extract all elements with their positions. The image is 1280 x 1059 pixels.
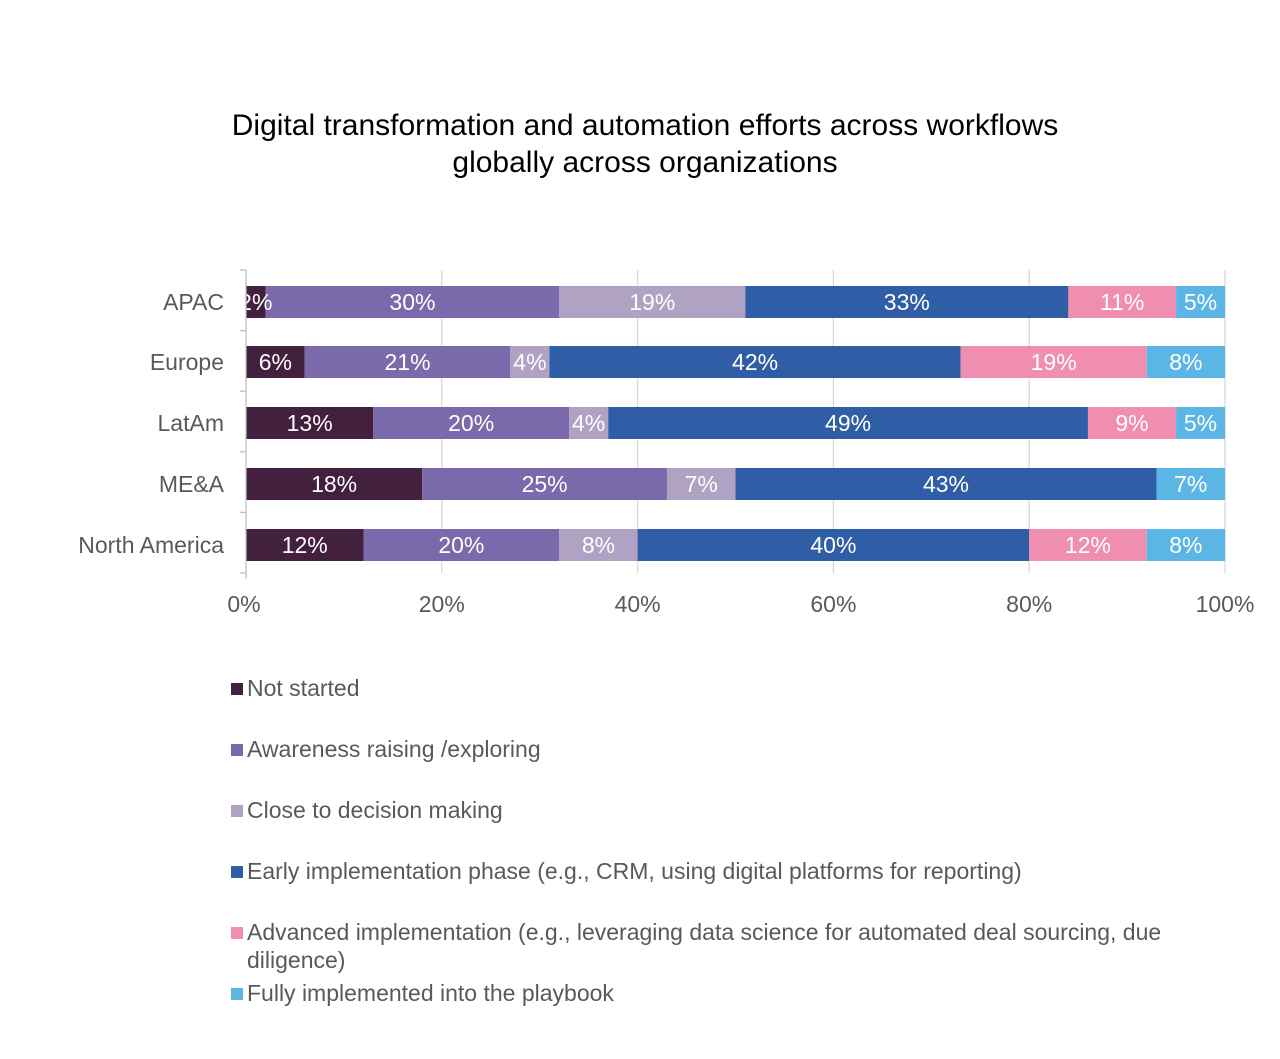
bar-2-2 [569, 407, 609, 439]
bar-3-3 [735, 468, 1157, 500]
legend-swatch-1 [231, 744, 243, 756]
bar-0-2 [559, 286, 746, 318]
legend-swatch-4 [231, 927, 243, 939]
bar-1-2 [510, 346, 550, 378]
bar-0-1 [265, 286, 560, 318]
category-label-1: Europe [150, 349, 224, 375]
data-labels: 2% 30% 19% 33% 11% 5% 6% 21% 4% 42% 19% 8% 13% 20% 4% 4… [239, 289, 1217, 558]
data-label-1-3: 42% [732, 349, 778, 375]
data-label-3-1: 25% [522, 471, 568, 497]
bar-2-0 [246, 407, 374, 439]
bar-0-3 [745, 286, 1069, 318]
data-label-0-2: 19% [629, 289, 675, 315]
legend-label-2-0: Close to decision making [247, 797, 503, 823]
data-label-1-5: 8% [1169, 349, 1202, 375]
chart-title-line-2: globally across organizations [452, 146, 837, 179]
data-label-4-1: 20% [438, 532, 484, 558]
legend-swatch-3 [231, 866, 243, 878]
bar-2-4 [1087, 407, 1177, 439]
axes: 0% 20% 40% 60% 80% 100% APAC Europe LatAm ME&A Nor… [78, 269, 1255, 617]
bar-2-5 [1176, 407, 1225, 439]
legend-swatch-5 [231, 988, 243, 1000]
x-tick-label-4: 80% [1006, 591, 1052, 617]
data-label-2-5: 5% [1184, 410, 1217, 436]
chart-title-line-1: Digital transformation and automation ef… [232, 109, 1058, 142]
data-label-4-3: 40% [810, 532, 856, 558]
bar-3-2 [666, 468, 736, 500]
bar-2-3 [608, 407, 1088, 439]
bar-0-4 [1068, 286, 1177, 318]
bar-3-5 [1156, 468, 1225, 500]
data-label-2-1: 20% [448, 410, 494, 436]
category-label-3: ME&A [159, 471, 225, 497]
legend-label-4-0: Advanced implementation (e.g., leveragin… [247, 919, 1161, 945]
bar-4-2 [559, 529, 638, 561]
data-label-2-3: 49% [825, 410, 871, 436]
data-label-2-0: 13% [287, 410, 333, 436]
bar-2-1 [373, 407, 570, 439]
x-tick-label-2: 40% [615, 591, 661, 617]
data-label-1-2: 4% [513, 349, 546, 375]
data-label-4-5: 8% [1169, 532, 1202, 558]
bar-4-1 [363, 529, 560, 561]
category-label-2: LatAm [158, 410, 224, 436]
x-tick-label-5: 100% [1196, 591, 1255, 617]
x-tick-label-1: 20% [419, 591, 465, 617]
data-label-0-4: 11% [1100, 289, 1144, 315]
bar-0-0 [246, 286, 266, 318]
legend-swatch-0 [231, 683, 243, 695]
data-label-0-0: 2% [239, 289, 272, 315]
bar-4-3 [637, 529, 1030, 561]
legend-label-1-0: Awareness raising /exploring [247, 736, 541, 762]
legend-label-4-1: diligence) [247, 947, 345, 973]
data-label-0-3: 33% [884, 289, 930, 315]
legend-label-3-0: Early implementation phase (e.g., CRM, u… [247, 858, 1022, 884]
x-tick-label-0: 0% [227, 591, 260, 617]
bar-1-0 [246, 346, 305, 378]
legend-swatch-2 [231, 805, 243, 817]
data-label-4-2: 8% [582, 532, 615, 558]
data-label-0-5: 5% [1184, 289, 1217, 315]
bar-0-5 [1176, 286, 1225, 318]
data-label-1-0: 6% [259, 349, 292, 375]
bar-4-4 [1029, 529, 1147, 561]
data-label-1-4: 19% [1031, 349, 1077, 375]
data-label-4-0: 12% [282, 532, 328, 558]
legend-label-5-0: Fully implemented into the playbook [247, 980, 614, 1006]
data-label-2-2: 4% [572, 410, 605, 436]
bars [246, 286, 1225, 561]
data-label-1-1: 21% [385, 349, 431, 375]
data-label-3-2: 7% [685, 471, 718, 497]
bar-4-5 [1146, 529, 1225, 561]
legend-label-0-0: Not started [247, 675, 360, 701]
data-label-2-4: 9% [1115, 410, 1148, 436]
bar-3-1 [422, 468, 667, 500]
data-label-3-0: 18% [311, 471, 357, 497]
bar-1-4 [960, 346, 1147, 378]
data-label-3-3: 43% [923, 471, 969, 497]
data-label-4-4: 12% [1065, 532, 1111, 558]
bar-1-5 [1146, 346, 1225, 378]
data-label-3-5: 7% [1174, 471, 1207, 497]
data-label-0-1: 30% [389, 289, 435, 315]
x-tick-label-3: 60% [810, 591, 856, 617]
bar-4-0 [246, 529, 364, 561]
bar-1-1 [304, 346, 511, 378]
bar-1-3 [549, 346, 961, 378]
category-label-4: North America [78, 532, 224, 558]
legend: Not started Awareness raising /exploring C… [231, 675, 1161, 1006]
bar-3-0 [246, 468, 423, 500]
category-label-0: APAC [163, 289, 224, 315]
